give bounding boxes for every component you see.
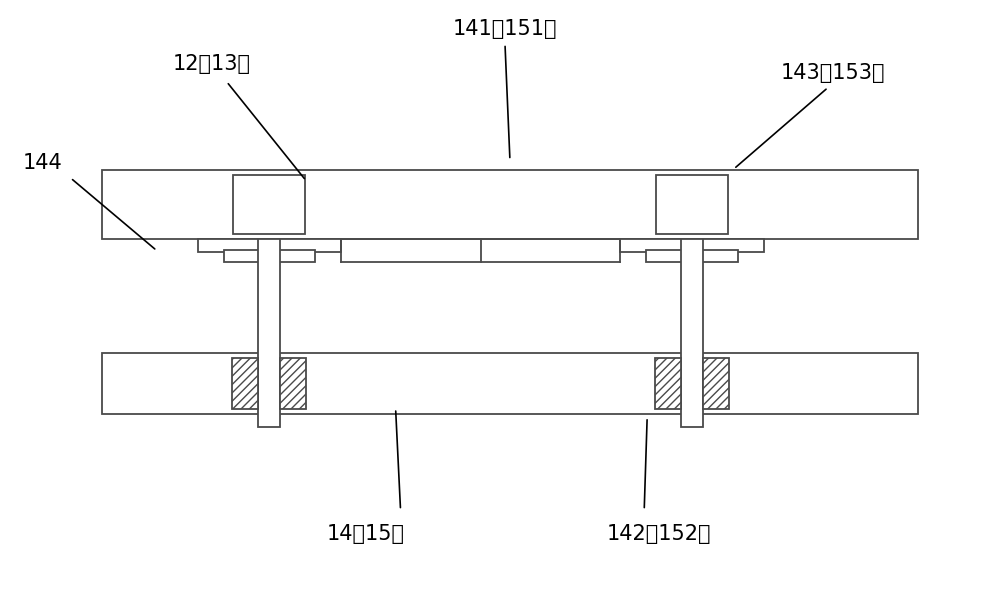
- Bar: [703, 358, 729, 409]
- Bar: [233, 176, 305, 234]
- Bar: [280, 358, 306, 409]
- Bar: [224, 250, 315, 263]
- Bar: [656, 176, 728, 234]
- Bar: [232, 358, 258, 409]
- Bar: [258, 239, 280, 427]
- Bar: [620, 239, 764, 252]
- Bar: [102, 353, 918, 414]
- Bar: [102, 170, 918, 239]
- Text: 144: 144: [23, 153, 62, 173]
- Bar: [655, 358, 681, 409]
- Text: 12（13）: 12（13）: [173, 54, 251, 74]
- Text: 141（151）: 141（151）: [453, 19, 557, 39]
- Bar: [681, 239, 703, 427]
- Text: 143（153）: 143（153）: [781, 63, 885, 83]
- Text: 14（15）: 14（15）: [327, 524, 405, 544]
- Text: 142（152）: 142（152）: [607, 524, 711, 544]
- Bar: [198, 239, 341, 252]
- Bar: [646, 250, 738, 263]
